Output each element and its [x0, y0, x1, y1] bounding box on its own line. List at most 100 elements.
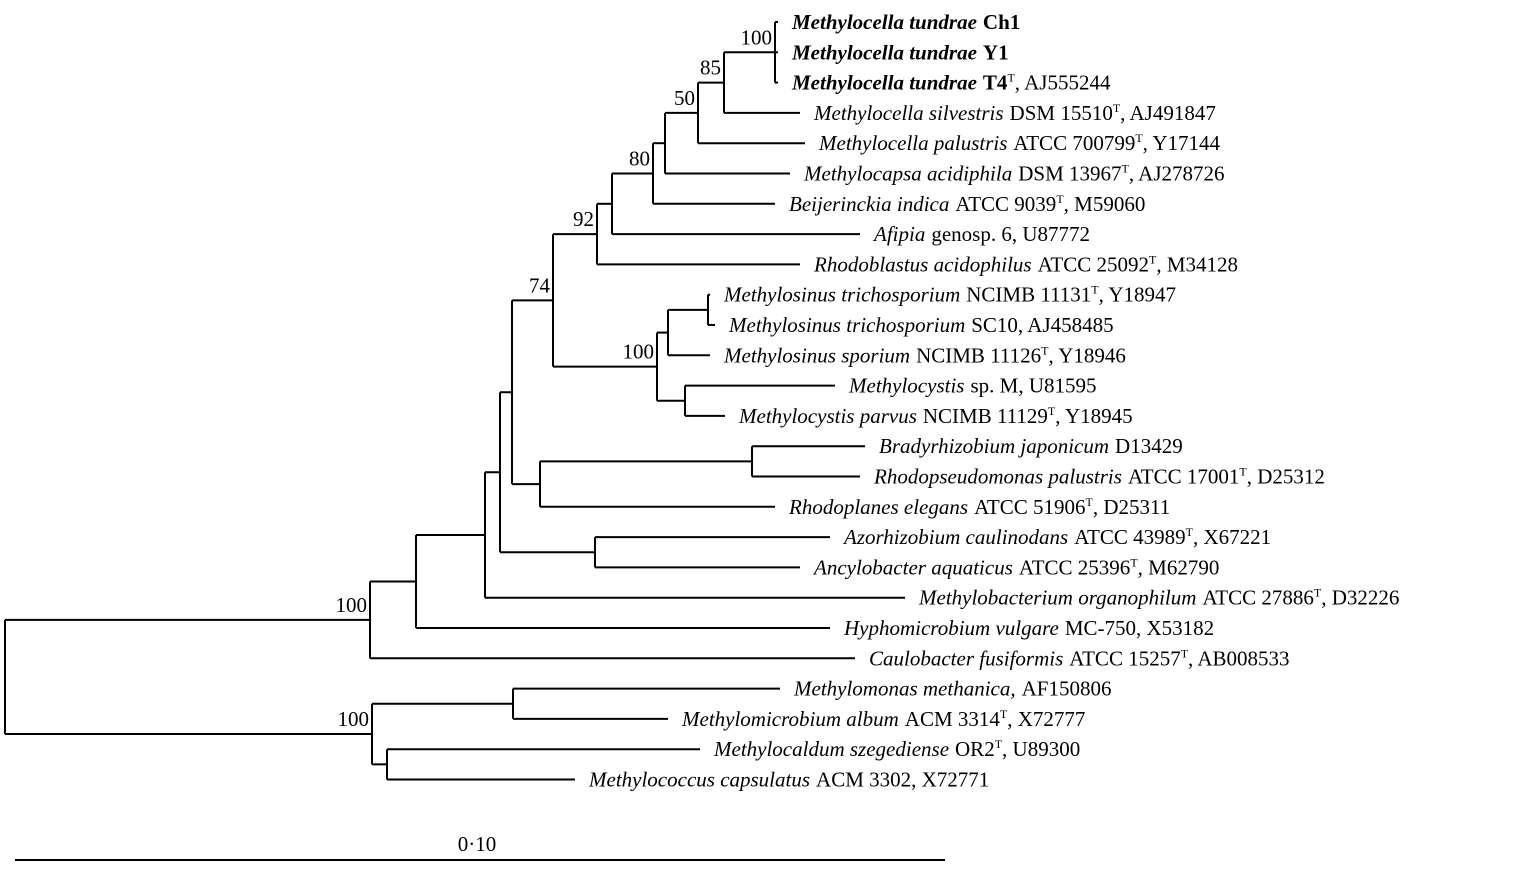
- strain: NCIMB 11126: [916, 343, 1041, 367]
- strain: D13429: [1115, 434, 1183, 458]
- accession: , Y17144: [1143, 131, 1221, 155]
- strain: sp. M, U81595: [970, 374, 1096, 398]
- accession: , M34128: [1156, 252, 1238, 276]
- accession: , AJ555244: [1015, 71, 1111, 95]
- taxon-name: Hyphomicrobium vulgare: [843, 616, 1059, 640]
- bootstrap-value: 92: [573, 207, 594, 231]
- leaf-label: Methylosinus trichosporium SC10, AJ458485: [728, 313, 1114, 337]
- taxon-name: Methylomicrobium album: [681, 707, 899, 731]
- taxon-name: Rhodoblastus acidophilus: [813, 252, 1032, 276]
- accession: , Y18945: [1055, 404, 1132, 428]
- bootstrap-value: 74: [529, 273, 551, 297]
- type-strain-mark: T: [1086, 495, 1094, 509]
- leaf-label: Afipia genosp. 6, U87772: [872, 222, 1090, 246]
- strain: MC-750, X53182: [1065, 616, 1214, 640]
- taxon-name: Methylocystis: [848, 374, 964, 398]
- strain: genosp. 6, U87772: [931, 222, 1090, 246]
- bootstrap-value: 80: [629, 147, 650, 171]
- leaf-label: Rhodopseudomonas palustris ATCC 17001T, D…: [873, 465, 1325, 489]
- bootstrap-value: 50: [674, 86, 695, 110]
- type-strain-mark: T: [1000, 707, 1008, 721]
- taxon-name: Rhodopseudomonas palustris: [873, 465, 1122, 489]
- leaf-label: Methylomonas methanica, AF150806: [793, 677, 1111, 701]
- strain: DSM 13967: [1018, 162, 1121, 186]
- type-strain-mark: T: [1130, 555, 1138, 569]
- strain: ATCC 25092: [1038, 252, 1149, 276]
- bootstrap-value: 100: [623, 340, 655, 364]
- taxon-name: Methylocella tundrae: [791, 10, 977, 34]
- accession: , Y18947: [1099, 283, 1176, 307]
- strain: OR2: [955, 737, 995, 761]
- strain: ATCC 9039: [955, 192, 1056, 216]
- taxon-name: Methylocella tundrae: [791, 71, 977, 95]
- type-strain-mark: T: [1122, 162, 1130, 176]
- bootstrap-value: 100: [741, 25, 773, 49]
- taxon-name: Methylocella tundrae: [791, 40, 977, 64]
- leaf-label: Methylocystis parvus NCIMB 11129T, Y18945: [738, 404, 1133, 428]
- bootstrap-value: 100: [338, 707, 370, 731]
- leaf-label: Methylomicrobium album ACM 3314T, X72777: [681, 707, 1085, 731]
- leaf-label: Methylobacterium organophilum ATCC 27886T…: [918, 586, 1399, 610]
- leaf-label: Methylocella tundrae Ch1: [791, 10, 1020, 34]
- leaf-label: Methylococcus capsulatus ACM 3302, X72771: [588, 768, 989, 792]
- strain: Y1: [983, 40, 1009, 64]
- accession: , X72777: [1007, 707, 1085, 731]
- strain: NCIMB 11129: [923, 404, 1048, 428]
- strain: ATCC 43989: [1074, 525, 1185, 549]
- strain: ACM 3314: [905, 707, 1001, 731]
- leaf-label: Rhodoblastus acidophilus ATCC 25092T, M34…: [813, 252, 1238, 276]
- type-strain-mark: T: [1135, 131, 1143, 145]
- accession: , AB008533: [1188, 646, 1290, 670]
- strain: AF150806: [1022, 677, 1112, 701]
- strain: NCIMB 11131: [966, 283, 1091, 307]
- strain: DSM 15510: [1010, 101, 1113, 125]
- type-strain-mark: T: [1149, 252, 1157, 266]
- taxon-name: Methylosinus trichosporium: [723, 283, 960, 307]
- accession: , Y18946: [1048, 343, 1125, 367]
- strain: ATCC 51906: [974, 495, 1085, 519]
- taxon-name: Methylosinus trichosporium: [728, 313, 965, 337]
- accession: , D25312: [1247, 465, 1325, 489]
- type-strain-mark: T: [1056, 192, 1064, 206]
- strain: T4: [983, 71, 1008, 95]
- taxon-name: Methylobacterium organophilum: [918, 586, 1196, 610]
- scale-bar-label: 0·10: [458, 832, 497, 856]
- taxon-name: Bradyrhizobium japonicum: [879, 434, 1109, 458]
- strain: ATCC 25396: [1019, 555, 1130, 579]
- taxon-name: Ancylobacter aquaticus: [812, 555, 1013, 579]
- leaf-label: Methylocaldum szegediense OR2T, U89300: [713, 737, 1080, 761]
- leaf-label: Methylocella palustris ATCC 700799T, Y171…: [818, 131, 1221, 155]
- type-strain-mark: T: [1113, 101, 1121, 115]
- type-strain-mark: T: [1048, 404, 1056, 418]
- accession: , U89300: [1002, 737, 1080, 761]
- leaf-label: Methylocella tundrae T4T, AJ555244: [791, 71, 1111, 95]
- leaf-label: Methylosinus trichosporium NCIMB 11131T, …: [723, 283, 1176, 307]
- taxon-name: Rhodoplanes elegans: [788, 495, 968, 519]
- type-strain-mark: T: [1186, 525, 1194, 539]
- taxon-name: Methylomonas methanica,: [793, 677, 1016, 701]
- taxon-name: Methylosinus sporium: [723, 343, 910, 367]
- leaf-label: Azorhizobium caulinodans ATCC 43989T, X67…: [842, 525, 1271, 549]
- type-strain-mark: T: [1007, 71, 1015, 85]
- taxon-name: Azorhizobium caulinodans: [842, 525, 1068, 549]
- type-strain-mark: T: [1314, 586, 1322, 600]
- bootstrap-value: 100: [336, 593, 368, 617]
- taxon-name: Methylocaldum szegediense: [713, 737, 949, 761]
- taxon-name: Methylocella palustris: [818, 131, 1007, 155]
- leaf-label: Ancylobacter aquaticus ATCC 25396T, M6279…: [812, 555, 1219, 579]
- strain: SC10, AJ458485: [971, 313, 1113, 337]
- leaf-label: Caulobacter fusiformis ATCC 15257T, AB008…: [869, 646, 1290, 670]
- accession: , X67221: [1193, 525, 1271, 549]
- taxon-name: Beijerinckia indica: [789, 192, 949, 216]
- strain: Ch1: [983, 10, 1020, 34]
- taxon-name: Caulobacter fusiformis: [869, 646, 1063, 670]
- accession: , AJ491847: [1120, 101, 1216, 125]
- strain: ATCC 15257: [1069, 646, 1180, 670]
- leaf-label: Methylocella tundrae Y1: [791, 40, 1009, 64]
- accession: , M59060: [1064, 192, 1146, 216]
- strain: ATCC 17001: [1128, 465, 1239, 489]
- accession: , D32226: [1321, 586, 1399, 610]
- type-strain-mark: T: [1091, 283, 1099, 297]
